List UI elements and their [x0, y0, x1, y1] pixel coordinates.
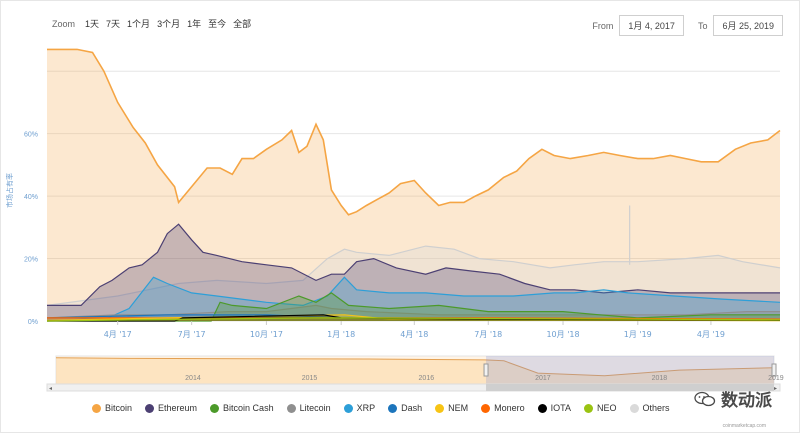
- watermark-text: 数动派: [721, 391, 772, 410]
- area-iota: [47, 314, 780, 321]
- legend-dot-icon: [388, 403, 398, 413]
- zoom-toolbar: Zoom 1天 7天 1个月 3个月 1年 至今 全部: [52, 17, 251, 30]
- chart-legend: Bitcoin Ethereum Bitcoin Cash Litecoin XRP Da…: [92, 403, 670, 413]
- navigator-scrollbar-thumb: [486, 384, 774, 391]
- legend-label: Monero: [494, 403, 525, 413]
- navigator-year-label: 2015: [302, 375, 318, 382]
- legend-item-dash[interactable]: Dash: [388, 403, 422, 413]
- legend-item-monero[interactable]: Monero: [481, 403, 525, 413]
- navigator-selection: [486, 356, 774, 386]
- zoom-all-button[interactable]: 全部: [233, 19, 252, 29]
- legend-label: IOTA: [550, 403, 571, 413]
- area-ethereum: [47, 224, 780, 321]
- navigator-line: [55, 357, 775, 377]
- legend-dot-icon: [92, 403, 101, 413]
- legend-dot-icon: [145, 403, 155, 413]
- legend-dot-icon: [210, 403, 220, 413]
- legend-label: Others: [642, 403, 670, 413]
- legend-item-nem[interactable]: NEM: [435, 403, 468, 413]
- zoom-1m-button[interactable]: 1个月: [127, 19, 151, 29]
- area-xrp: [47, 277, 780, 321]
- line-bitcoin: [47, 48, 781, 216]
- navigator-year-label: 2016: [419, 375, 435, 382]
- legend-item-others[interactable]: Others: [629, 403, 670, 413]
- credit-text: coinmarketcap.com: [722, 423, 766, 429]
- y-axis-label: 市场占有率: [5, 173, 14, 208]
- x-tick-label: 4月 '18: [400, 330, 428, 339]
- to-label: To: [697, 20, 708, 31]
- legend-item-litecoin[interactable]: Litecoin: [286, 403, 331, 413]
- zoom-3m-button[interactable]: 3个月: [157, 19, 181, 29]
- navigator-scrollbar: [46, 383, 781, 392]
- legend-dot-icon: [481, 403, 491, 413]
- line-iota: [47, 314, 781, 322]
- legend-label: Bitcoin: [105, 403, 133, 413]
- x-tick-label: 10月 '17: [250, 330, 283, 339]
- zoom-1y-button[interactable]: 1年: [187, 19, 202, 29]
- legend-dot-icon: [537, 403, 547, 413]
- y-tick-label: 60%: [24, 132, 38, 139]
- area-bitcoin: [47, 49, 780, 322]
- zoom-label: Zoom: [52, 18, 76, 29]
- line-others: [46, 245, 781, 306]
- x-tick-label: 7月 '18: [474, 330, 502, 339]
- x-tick-label: 4月 '17: [104, 330, 132, 339]
- legend-item-iota[interactable]: IOTA: [537, 403, 571, 413]
- y-tick-label: 0%: [28, 319, 38, 326]
- y-tick-label: 40%: [24, 194, 38, 201]
- legend-dot-icon: [435, 403, 445, 413]
- legend-item-xrp[interactable]: XRP: [343, 403, 376, 413]
- navigator-handle-right: [771, 363, 777, 377]
- zoom-7d-button[interactable]: 7天: [106, 19, 121, 29]
- area-nem: [47, 314, 780, 321]
- x-tick-label: 1月 '19: [624, 330, 652, 339]
- line-bitcoin-cash: [47, 292, 780, 322]
- scroll-right-icon: ▸: [774, 386, 777, 392]
- legend-dot-icon: [584, 403, 593, 413]
- legend-dot-icon: [286, 403, 296, 413]
- legend-label: Dash: [401, 403, 423, 413]
- x-tick-label: 10月 '18: [546, 330, 579, 339]
- x-tick-label: 4月 '19: [697, 330, 725, 339]
- legend-item-neo[interactable]: NEO: [584, 403, 617, 413]
- area-others: [47, 246, 780, 321]
- legend-label: NEO: [597, 403, 617, 413]
- zoom-ytd-button[interactable]: 至今: [208, 19, 227, 29]
- from-date-input[interactable]: 1月 4, 2017: [619, 15, 684, 36]
- legend-label: Bitcoin Cash: [223, 403, 274, 413]
- area-bitcoin-cash: [47, 292, 780, 321]
- line-xrp: [46, 276, 781, 322]
- x-tick-label: 1月 '18: [327, 330, 355, 339]
- y-tick-label: 20%: [24, 257, 38, 264]
- wechat-icon: [694, 391, 716, 406]
- legend-label: Litecoin: [299, 403, 331, 413]
- navigator-year-label: 2014: [185, 375, 201, 382]
- legend-item-ethereum[interactable]: Ethereum: [145, 403, 197, 413]
- navigator-year-label: 2018: [652, 375, 668, 382]
- date-range: From 1月 4, 2017 To 6月 25, 2019: [592, 15, 783, 36]
- navigator-year-label: 2019: [768, 375, 784, 382]
- line-neo: [46, 317, 781, 322]
- from-label: From: [592, 20, 614, 31]
- legend-label: NEM: [448, 403, 469, 413]
- x-tick-label: 7月 '17: [178, 330, 206, 339]
- area-neo: [47, 317, 780, 321]
- watermark: 数动派: [694, 386, 772, 411]
- legend-label: XRP: [356, 403, 376, 413]
- scroll-left-icon: ◂: [49, 386, 52, 392]
- navigator-year-label: 2017: [535, 375, 551, 382]
- to-date-input[interactable]: 6月 25, 2019: [713, 15, 783, 36]
- navigator-area: [56, 357, 774, 386]
- legend-label: Ethereum: [158, 403, 198, 413]
- legend-item-bitcoin-cash[interactable]: Bitcoin Cash: [210, 403, 274, 413]
- legend-dot-icon: [629, 403, 639, 413]
- legend-item-bitcoin[interactable]: Bitcoin: [92, 403, 132, 413]
- legend-dot-icon: [343, 403, 353, 413]
- zoom-1d-button[interactable]: 1天: [85, 19, 100, 29]
- navigator-handle-left: [483, 363, 489, 377]
